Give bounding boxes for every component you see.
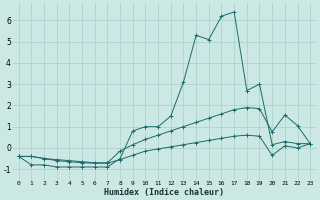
X-axis label: Humidex (Indice chaleur): Humidex (Indice chaleur) <box>104 188 224 197</box>
